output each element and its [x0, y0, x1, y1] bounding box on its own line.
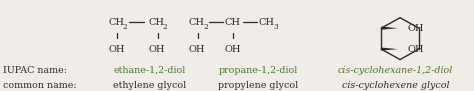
Text: cis-cyclohexene glycol: cis-cyclohexene glycol: [342, 81, 449, 90]
Text: propane-1,2-diol: propane-1,2-diol: [219, 66, 298, 75]
Text: OH: OH: [108, 45, 125, 54]
Text: OH: OH: [407, 45, 424, 54]
Text: CH: CH: [224, 18, 240, 27]
Text: cis-cyclohexane-1,2-diol: cis-cyclohexane-1,2-diol: [337, 66, 453, 75]
Text: OH: OH: [407, 24, 424, 33]
Text: 2: 2: [163, 23, 167, 31]
Text: OH: OH: [224, 45, 240, 54]
Text: 3: 3: [273, 23, 278, 31]
Text: CH: CH: [259, 18, 275, 27]
Text: ethylene glycol: ethylene glycol: [113, 81, 186, 90]
Text: CH: CH: [189, 18, 205, 27]
Text: OH: OH: [189, 45, 205, 54]
Text: common name:: common name:: [3, 81, 77, 90]
Text: CH: CH: [149, 18, 164, 27]
Text: propylene glycol: propylene glycol: [218, 81, 299, 90]
Polygon shape: [381, 48, 398, 51]
Text: CH: CH: [109, 18, 125, 27]
Text: ethane-1,2-diol: ethane-1,2-diol: [113, 66, 186, 75]
Text: OH: OH: [148, 45, 165, 54]
Text: 2: 2: [123, 23, 128, 31]
Polygon shape: [381, 27, 398, 30]
Text: IUPAC name:: IUPAC name:: [3, 66, 67, 75]
Text: 2: 2: [203, 23, 208, 31]
